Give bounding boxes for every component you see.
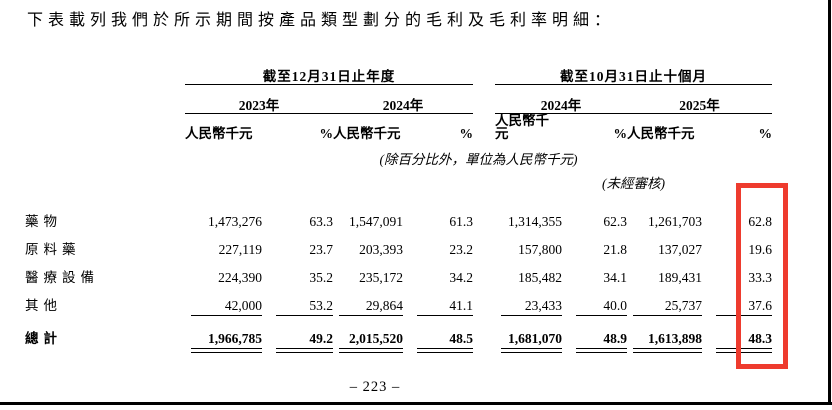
cell-value: 29,864	[365, 298, 403, 313]
total-value: 1,681,070	[508, 331, 562, 346]
double-rule	[276, 347, 333, 353]
period-group-annual: 截至12月31日止年度	[185, 58, 473, 85]
cell-value: 189,431	[658, 270, 702, 285]
single-rule	[633, 314, 702, 316]
subtotal-rule-row	[25, 313, 772, 316]
unit-header-row: 人民幣千元 % 人民幣千元 % 人民幣千元 % 人民幣千元 %	[25, 113, 772, 141]
period-group-header-row: 截至12月31日止年度 截至10月31日止十個月	[25, 58, 772, 85]
total-percent: 48.5	[449, 331, 473, 346]
cell-value: 1,547,091	[349, 214, 403, 229]
percent-header: %	[319, 126, 334, 141]
single-rule	[576, 314, 627, 316]
cell-percent: 62.8	[748, 214, 772, 229]
table-row-api: 原料藥 227,119 23.7 203,393 23.2 157,800 21…	[25, 229, 772, 257]
double-rule	[191, 347, 262, 353]
unaudited-note-row: (未經審核)	[25, 167, 772, 191]
year-2024-ten-months: 2024年	[495, 84, 627, 114]
highlight-box	[736, 183, 788, 369]
cell-value: 1,314,355	[508, 214, 562, 229]
single-rule	[339, 314, 403, 316]
table-row-medical-equipment: 醫療設備 224,390 35.2 235,172 34.2 185,482 3…	[25, 257, 772, 285]
total-percent: 49.2	[309, 331, 333, 346]
cell-percent: 63.3	[309, 214, 333, 229]
period-group-ten-months: 截至10月31日止十個月	[495, 58, 772, 85]
cell-value: 23,433	[524, 298, 562, 313]
cell-percent: 34.2	[449, 270, 473, 285]
cell-value: 137,027	[658, 242, 702, 257]
total-label: 總計	[25, 331, 62, 346]
cell-value: 157,800	[518, 242, 562, 257]
page-edge-bottom	[0, 402, 832, 405]
double-rule	[501, 347, 562, 353]
table-row-total: 總計 1,966,785 49.2 2,015,520 48.5 1,681,0…	[25, 316, 772, 346]
row-label: 藥物	[25, 214, 62, 229]
double-rule	[339, 347, 403, 353]
single-rule	[417, 314, 473, 316]
cell-percent: 34.1	[603, 270, 627, 285]
cell-percent: 40.0	[603, 298, 627, 313]
cell-percent: 19.6	[748, 242, 772, 257]
single-rule	[501, 314, 562, 316]
cell-percent: 23.2	[449, 242, 473, 257]
total-rule-row	[25, 346, 772, 353]
single-rule	[191, 314, 262, 316]
cell-percent: 33.3	[748, 270, 772, 285]
spacer-row	[25, 191, 772, 201]
cell-percent: 41.1	[449, 298, 473, 313]
percent-header: %	[613, 126, 628, 141]
unaudited-note: (未經審核)	[602, 176, 665, 191]
cell-percent: 61.3	[449, 214, 473, 229]
cell-percent: 35.2	[309, 270, 333, 285]
percent-header: %	[758, 126, 773, 141]
row-label: 原料藥	[25, 242, 81, 257]
amount-header: 人民幣千元	[627, 126, 695, 141]
double-rule	[716, 347, 772, 353]
cell-value: 1,261,703	[648, 214, 702, 229]
unit-note: (除百分比外，單位為人民幣千元)	[379, 152, 578, 167]
cell-value: 227,119	[218, 242, 262, 257]
cell-value: 224,390	[218, 270, 262, 285]
cell-percent: 23.7	[309, 242, 333, 257]
total-value: 1,613,898	[648, 331, 702, 346]
cell-value: 25,737	[664, 298, 702, 313]
cell-percent: 21.8	[603, 242, 627, 257]
page-edge-right	[828, 0, 831, 405]
unit-note-row: (除百分比外，單位為人民幣千元)	[25, 141, 772, 167]
cell-value: 185,482	[518, 270, 562, 285]
row-label: 醫療設備	[25, 270, 99, 285]
double-rule	[417, 347, 473, 353]
amount-header: 人民幣千元	[495, 112, 549, 141]
cell-value: 235,172	[359, 270, 403, 285]
amount-header: 人民幣千元	[185, 126, 253, 141]
single-rule	[276, 314, 333, 316]
page-number: – 223 –	[349, 379, 401, 395]
row-label: 其他	[25, 298, 62, 313]
intro-sentence: 下表載列我們於所示期間按產品類型劃分的毛利及毛利率明細：	[27, 12, 616, 29]
year-2023: 2023年	[185, 84, 333, 114]
gross-margin-table: 截至12月31日止年度 截至10月31日止十個月 2023年 2024年 202…	[25, 58, 772, 353]
year-2025: 2025年	[627, 84, 772, 114]
total-value: 1,966,785	[208, 331, 262, 346]
double-rule	[576, 347, 627, 353]
single-rule	[716, 314, 772, 316]
cell-value: 1,473,276	[208, 214, 262, 229]
percent-header: %	[459, 126, 474, 141]
table-row-others: 其他 42,000 53.2 29,864 41.1 23,433 40.0 2…	[25, 285, 772, 313]
total-percent: 48.9	[603, 331, 627, 346]
amount-header: 人民幣千元	[333, 126, 401, 141]
cell-percent: 62.3	[603, 214, 627, 229]
double-rule	[633, 347, 702, 353]
year-header-row: 2023年 2024年 2024年 2025年	[25, 84, 772, 114]
cell-percent: 53.2	[309, 298, 333, 313]
cell-percent: 37.6	[748, 298, 772, 313]
year-2024: 2024年	[333, 84, 473, 114]
total-value: 2,015,520	[349, 331, 403, 346]
table-row-drugs: 藥物 1,473,276 63.3 1,547,091 61.3 1,314,3…	[25, 201, 772, 229]
cell-value: 42,000	[224, 298, 262, 313]
total-percent: 48.3	[748, 331, 772, 346]
cell-value: 203,393	[359, 242, 403, 257]
